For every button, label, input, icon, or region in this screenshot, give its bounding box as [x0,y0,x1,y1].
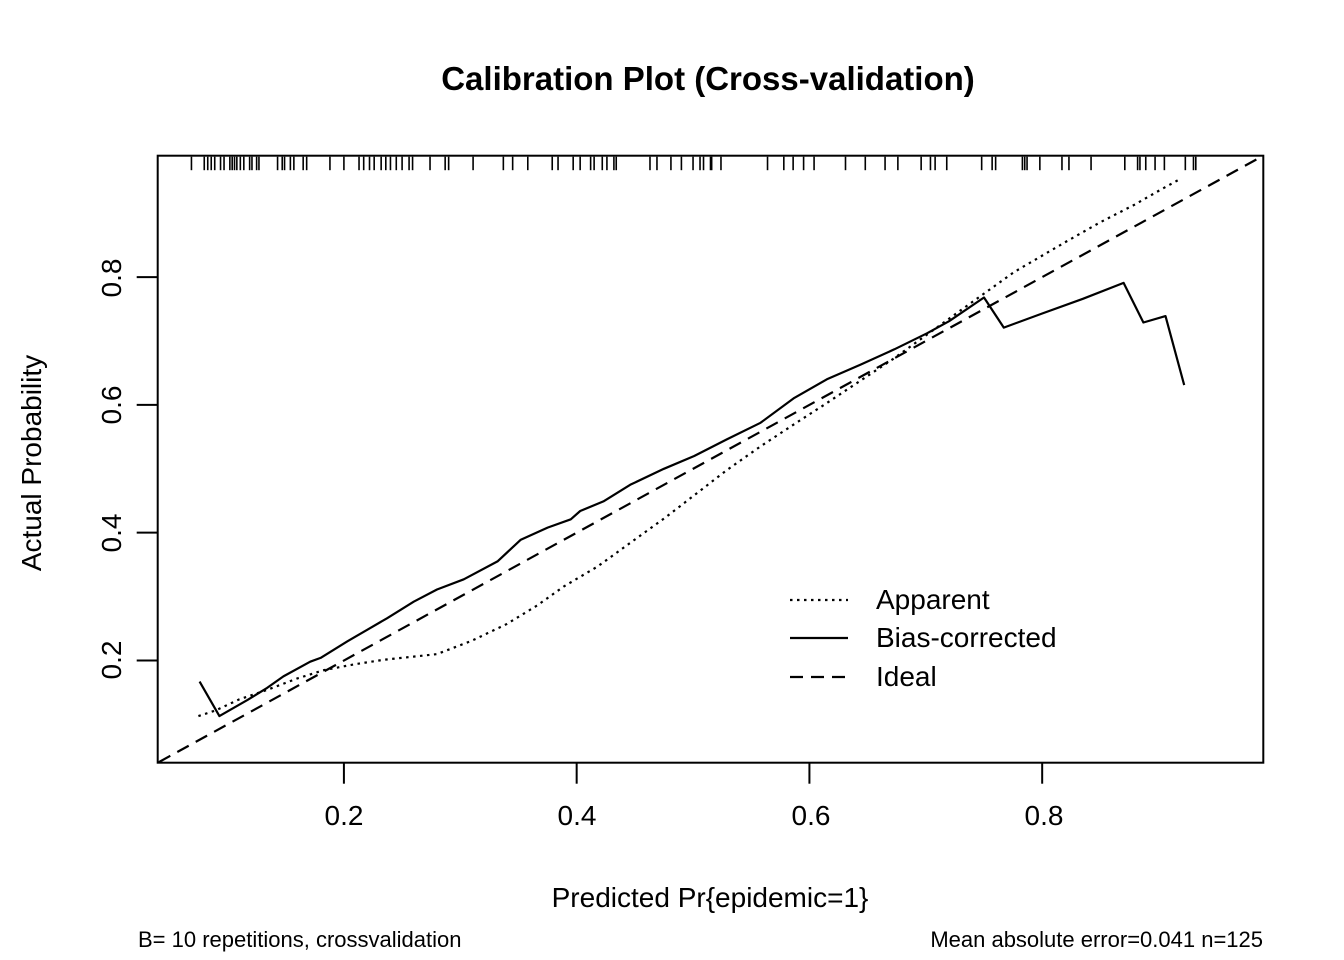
y-tick-label-0.6: 0.6 [96,385,127,425]
x-tick-label-0.8: 0.8 [1024,800,1064,831]
y-tick-label-0.4: 0.4 [96,513,127,553]
footnote-mean-absolute-error: Mean absolute error=0.041 n=125 [930,927,1263,952]
legend-label-ideal: Ideal [876,661,937,692]
legend-label-bias-corrected: Bias-corrected [876,622,1057,653]
x-tick-label-0.2: 0.2 [324,800,364,831]
footnote-repetitions: B= 10 repetitions, crossvalidation [138,927,462,952]
legend-label-apparent: Apparent [876,584,990,615]
y-axis-label: Actual Probability [16,354,47,572]
series-ideal [158,154,1264,764]
chart-title: Calibration Plot (Cross-validation) [441,60,975,97]
y-tick-label-0.2: 0.2 [96,640,127,680]
legend-line-samples [790,598,848,679]
plot-frame [156,154,1265,764]
y-tick-label-0.8: 0.8 [96,258,127,298]
x-tick-label-0.4: 0.4 [557,800,597,831]
series-lines [158,154,1264,764]
x-tick-label-0.6: 0.6 [791,800,831,831]
rug-marks [190,156,1197,171]
axis-ticks [136,276,1044,784]
series-apparent [198,179,1179,718]
x-axis-label: Predicted Pr{epidemic=1} [551,882,869,913]
series-bias-corrected [198,281,1186,718]
plot-box [156,154,1265,764]
